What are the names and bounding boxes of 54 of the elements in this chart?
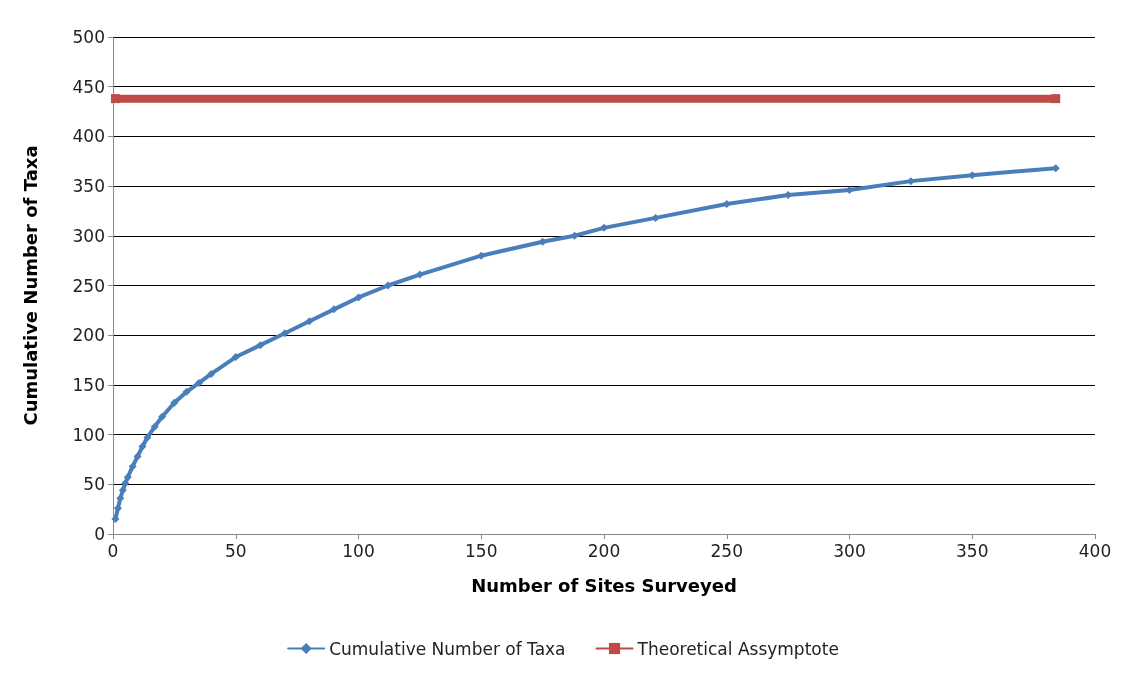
y-tick-label: 250 xyxy=(72,275,105,296)
point xyxy=(143,433,152,442)
point xyxy=(123,473,132,482)
y-tick-label: 200 xyxy=(72,325,105,346)
point xyxy=(651,213,660,222)
point xyxy=(383,281,392,290)
y-tick-label: 150 xyxy=(72,374,105,395)
x-tick-label: 150 xyxy=(465,540,498,561)
point xyxy=(1051,94,1061,104)
y-tick-label: 50 xyxy=(83,474,105,495)
x-axis-title: Number of Sites Surveyed xyxy=(471,574,737,596)
y-tick-label: 500 xyxy=(72,27,105,47)
point xyxy=(415,270,424,279)
point xyxy=(118,486,127,495)
y-tick-label: 350 xyxy=(72,176,105,197)
point xyxy=(138,442,147,451)
point xyxy=(207,369,216,378)
point xyxy=(133,452,142,461)
point xyxy=(329,305,338,314)
x-tick-label: 300 xyxy=(833,540,866,561)
point xyxy=(170,398,179,407)
y-axis-title: Cumulative Number of Taxa xyxy=(19,145,41,426)
y-tick-label: 450 xyxy=(72,76,105,97)
point xyxy=(280,329,289,338)
x-tick-label: 0 xyxy=(107,540,119,561)
point xyxy=(111,515,120,524)
y-tick-label: 100 xyxy=(72,424,105,445)
point xyxy=(600,223,608,232)
x-tick-label: 200 xyxy=(587,540,621,561)
point xyxy=(845,186,854,195)
point xyxy=(231,353,240,362)
legend-label: Cumulative Number of Taxa xyxy=(329,638,566,659)
x-tick-label: 250 xyxy=(710,540,743,561)
point xyxy=(128,462,137,471)
x-tick-label: 100 xyxy=(342,540,375,561)
point xyxy=(158,412,167,421)
y-tick-label: 400 xyxy=(72,126,105,147)
point xyxy=(570,231,579,240)
x-tick-label: 50 xyxy=(224,540,247,561)
point xyxy=(305,317,314,326)
point xyxy=(116,494,125,503)
point xyxy=(354,293,363,302)
point xyxy=(110,94,120,104)
x-tick-label: 350 xyxy=(956,540,989,561)
x-tick-label: 400 xyxy=(1078,540,1112,561)
point xyxy=(256,341,265,350)
y-tick-label: 300 xyxy=(72,225,105,246)
point xyxy=(194,378,203,387)
point xyxy=(150,422,159,431)
y-tick-label: 0 xyxy=(94,524,105,544)
point xyxy=(121,479,130,488)
point xyxy=(182,387,191,396)
legend-label: Theoretical Assymptote xyxy=(636,638,839,659)
point xyxy=(538,237,547,246)
